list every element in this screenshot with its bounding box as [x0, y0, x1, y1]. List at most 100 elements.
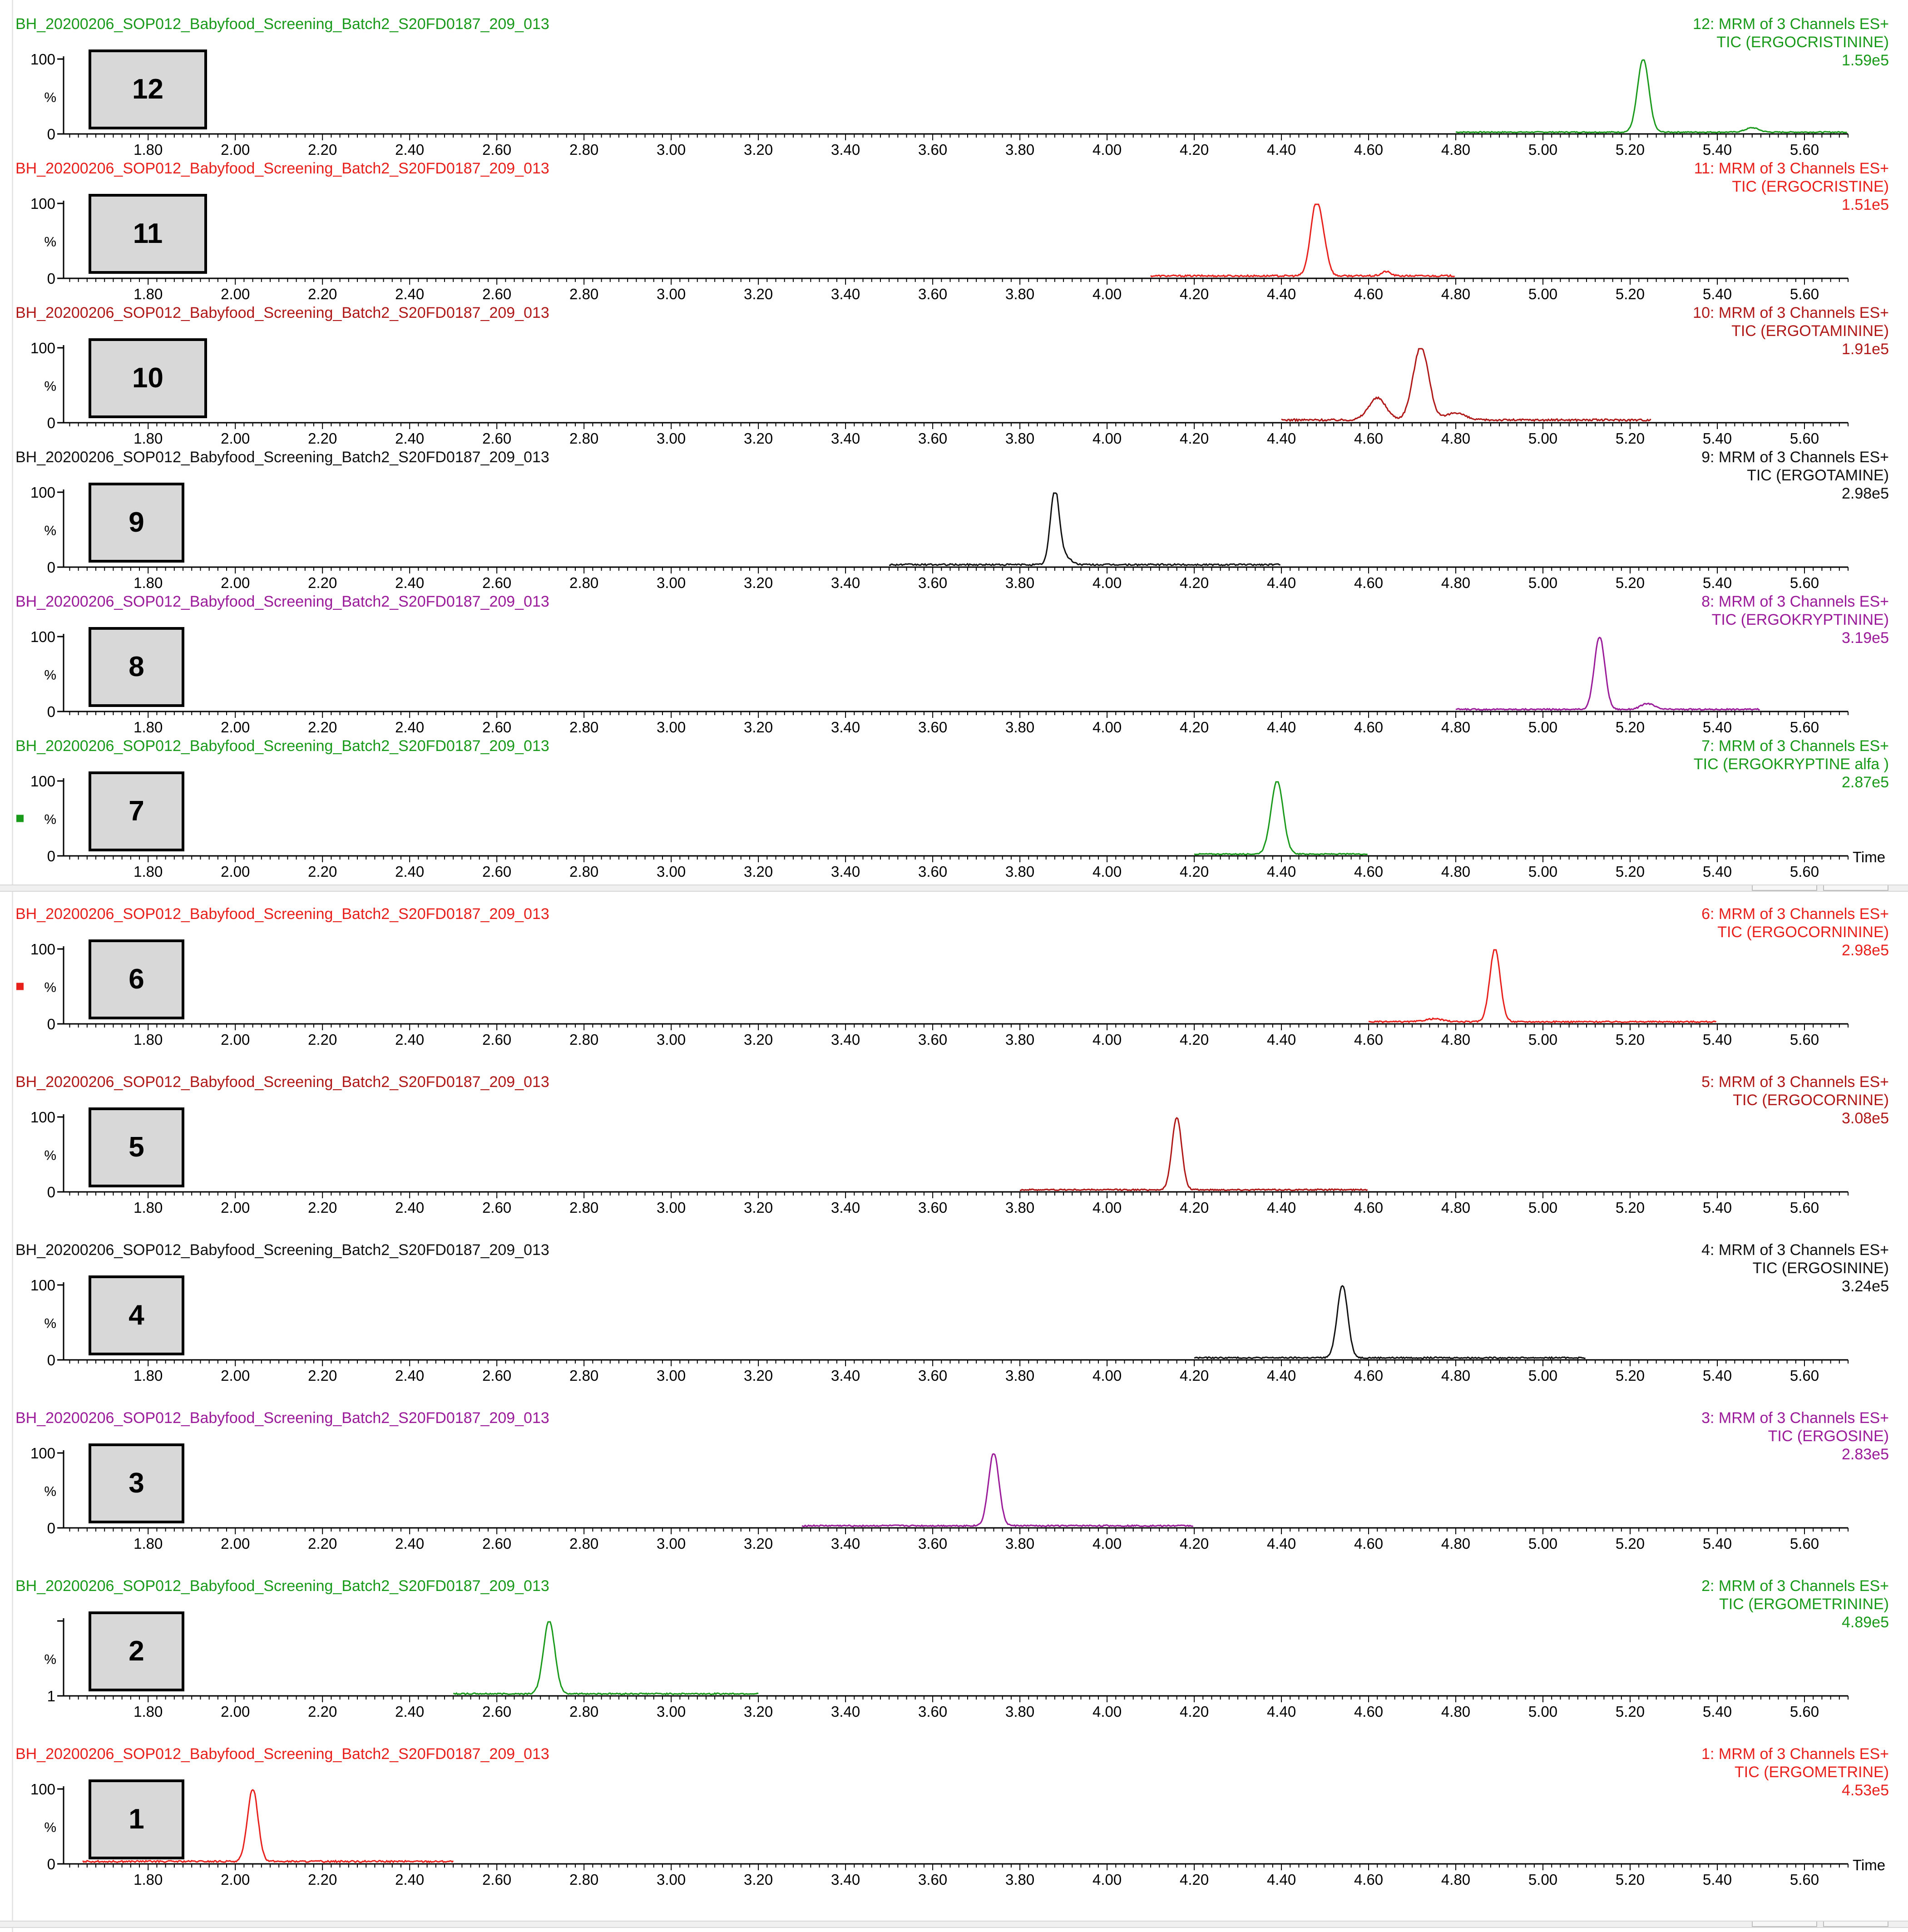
intensity-label: 2.87e5: [1842, 774, 1889, 791]
x-tick-label: 3.80: [1005, 719, 1034, 736]
sample-name: BH_20200206_SOP012_Babyfood_Screening_Ba…: [15, 737, 549, 755]
y-tick-label: 0: [47, 126, 55, 143]
function-label: 1: MRM of 3 Channels ES+: [1701, 1745, 1889, 1763]
x-tick-label: 4.60: [1354, 141, 1383, 158]
y-tick-label: 100: [30, 340, 55, 356]
x-tick-label: 2.60: [482, 286, 511, 302]
pane-bottom-bar[interactable]: [0, 1921, 1908, 1928]
panel-number-box: [89, 627, 184, 707]
x-tick-label: 4.00: [1092, 1535, 1122, 1552]
function-label: 4: MRM of 3 Channels ES+: [1701, 1241, 1889, 1259]
x-tick-label: 2.40: [395, 430, 424, 447]
x-tick-label: 4.40: [1267, 863, 1296, 880]
y-tick-label: 100: [30, 1277, 55, 1294]
y-tick-label: 0: [47, 1352, 55, 1369]
x-tick-label: 4.00: [1092, 1871, 1122, 1888]
tic-trace: [801, 1453, 1193, 1527]
x-tick-label: 1.80: [133, 1535, 163, 1552]
x-tick-label: 5.40: [1703, 1199, 1732, 1216]
panel-number-box: [89, 483, 184, 563]
x-axis-label: Time: [1853, 849, 1885, 865]
panel-number-box: [89, 939, 184, 1019]
x-tick-label: 2.20: [308, 719, 337, 736]
x-tick-label: 4.40: [1267, 1031, 1296, 1048]
x-tick-label: 3.60: [918, 863, 947, 880]
tic-trace: [1020, 1117, 1368, 1191]
sample-name: BH_20200206_SOP012_Babyfood_Screening_Ba…: [15, 449, 549, 466]
compound-label: TIC (ERGOTAMININE): [1731, 322, 1889, 340]
x-tick-label: 4.40: [1267, 1199, 1296, 1216]
x-tick-label: 2.40: [395, 1703, 424, 1720]
x-tick-label: 4.40: [1267, 286, 1296, 302]
x-tick-label: 3.40: [831, 286, 860, 302]
x-tick-label: 3.80: [1005, 574, 1034, 591]
sample-name: BH_20200206_SOP012_Babyfood_Screening_Ba…: [15, 1241, 549, 1259]
pane-scroll-button[interactable]: [1823, 885, 1888, 891]
x-tick-label: 1.80: [133, 574, 163, 591]
panel-number-box: [89, 338, 207, 418]
x-tick-label: 1.80: [133, 430, 163, 447]
y-axis-label: %: [44, 235, 56, 250]
x-tick-label: 2.20: [308, 430, 337, 447]
chromatogram-panel-11: BH_20200206_SOP012_Babyfood_Screening_Ba…: [15, 160, 1889, 302]
sample-name: BH_20200206_SOP012_Babyfood_Screening_Ba…: [15, 1745, 549, 1763]
chromatogram-panel-10: BH_20200206_SOP012_Babyfood_Screening_Ba…: [15, 304, 1889, 447]
x-tick-label: 4.40: [1267, 719, 1296, 736]
x-tick-label: 5.60: [1790, 430, 1819, 447]
y-axis-label: %: [44, 1820, 56, 1835]
y-tick-label: 100: [30, 51, 55, 68]
x-tick-label: 3.40: [831, 1703, 860, 1720]
x-tick-label: 4.60: [1354, 430, 1383, 447]
x-tick-label: 4.40: [1267, 574, 1296, 591]
x-tick-label: 2.60: [482, 141, 511, 158]
x-tick-label: 3.00: [657, 1199, 686, 1216]
pane-scroll-button[interactable]: [1752, 1922, 1817, 1927]
chromatogram-panel-6: BH_20200206_SOP012_Babyfood_Screening_Ba…: [15, 905, 1889, 1048]
x-tick-label: 3.00: [657, 1871, 686, 1888]
function-label: 9: MRM of 3 Channels ES+: [1701, 449, 1889, 466]
x-tick-label: 2.40: [395, 574, 424, 591]
x-tick-label: 3.00: [657, 1367, 686, 1384]
sample-name: BH_20200206_SOP012_Babyfood_Screening_Ba…: [15, 905, 549, 923]
sample-name: BH_20200206_SOP012_Babyfood_Screening_Ba…: [15, 1577, 549, 1595]
x-tick-label: 3.80: [1005, 141, 1034, 158]
y-tick-label: 100: [30, 195, 55, 212]
pane-scroll-button[interactable]: [1752, 885, 1817, 891]
x-tick-label: 1.80: [133, 141, 163, 158]
trace-marker: [16, 815, 24, 822]
x-tick-label: 5.20: [1616, 1367, 1645, 1384]
x-tick-label: 5.60: [1790, 1031, 1819, 1048]
panel-number-box: [89, 771, 184, 851]
x-tick-label: 4.80: [1441, 141, 1470, 158]
tic-trace: [1194, 1285, 1586, 1359]
x-tick-label: 2.60: [482, 1535, 511, 1552]
compound-label: TIC (ERGOSININE): [1753, 1260, 1889, 1277]
x-tick-label: 3.60: [918, 286, 947, 302]
sample-name: BH_20200206_SOP012_Babyfood_Screening_Ba…: [15, 304, 549, 321]
pane-scroll-button[interactable]: [1823, 1922, 1888, 1927]
panel-number-box: [89, 194, 207, 274]
x-tick-label: 2.60: [482, 1703, 511, 1720]
pane-divider[interactable]: [0, 884, 1908, 892]
x-tick-label: 2.40: [395, 1031, 424, 1048]
y-tick-label: 0: [47, 1016, 55, 1033]
panel-number-box: [89, 49, 207, 129]
x-tick-label: 2.80: [569, 1199, 598, 1216]
x-tick-label: 2.60: [482, 863, 511, 880]
x-tick-label: 3.40: [831, 1367, 860, 1384]
y-tick-label: 0: [47, 1520, 55, 1537]
x-tick-label: 5.60: [1790, 719, 1819, 736]
x-tick-label: 3.60: [918, 1871, 947, 1888]
x-tick-label: 5.20: [1616, 1703, 1645, 1720]
x-tick-label: 2.80: [569, 286, 598, 302]
x-tick-label: 2.80: [569, 719, 598, 736]
x-tick-label: 2.00: [221, 1535, 250, 1552]
x-tick-label: 5.00: [1528, 1871, 1557, 1888]
x-tick-label: 2.40: [395, 1199, 424, 1216]
x-tick-label: 3.20: [744, 1199, 773, 1216]
x-tick-label: 2.00: [221, 1871, 250, 1888]
x-tick-label: 3.20: [744, 863, 773, 880]
y-axis-label: %: [44, 1316, 56, 1331]
x-tick-label: 5.00: [1528, 141, 1557, 158]
x-tick-label: 5.20: [1616, 1199, 1645, 1216]
